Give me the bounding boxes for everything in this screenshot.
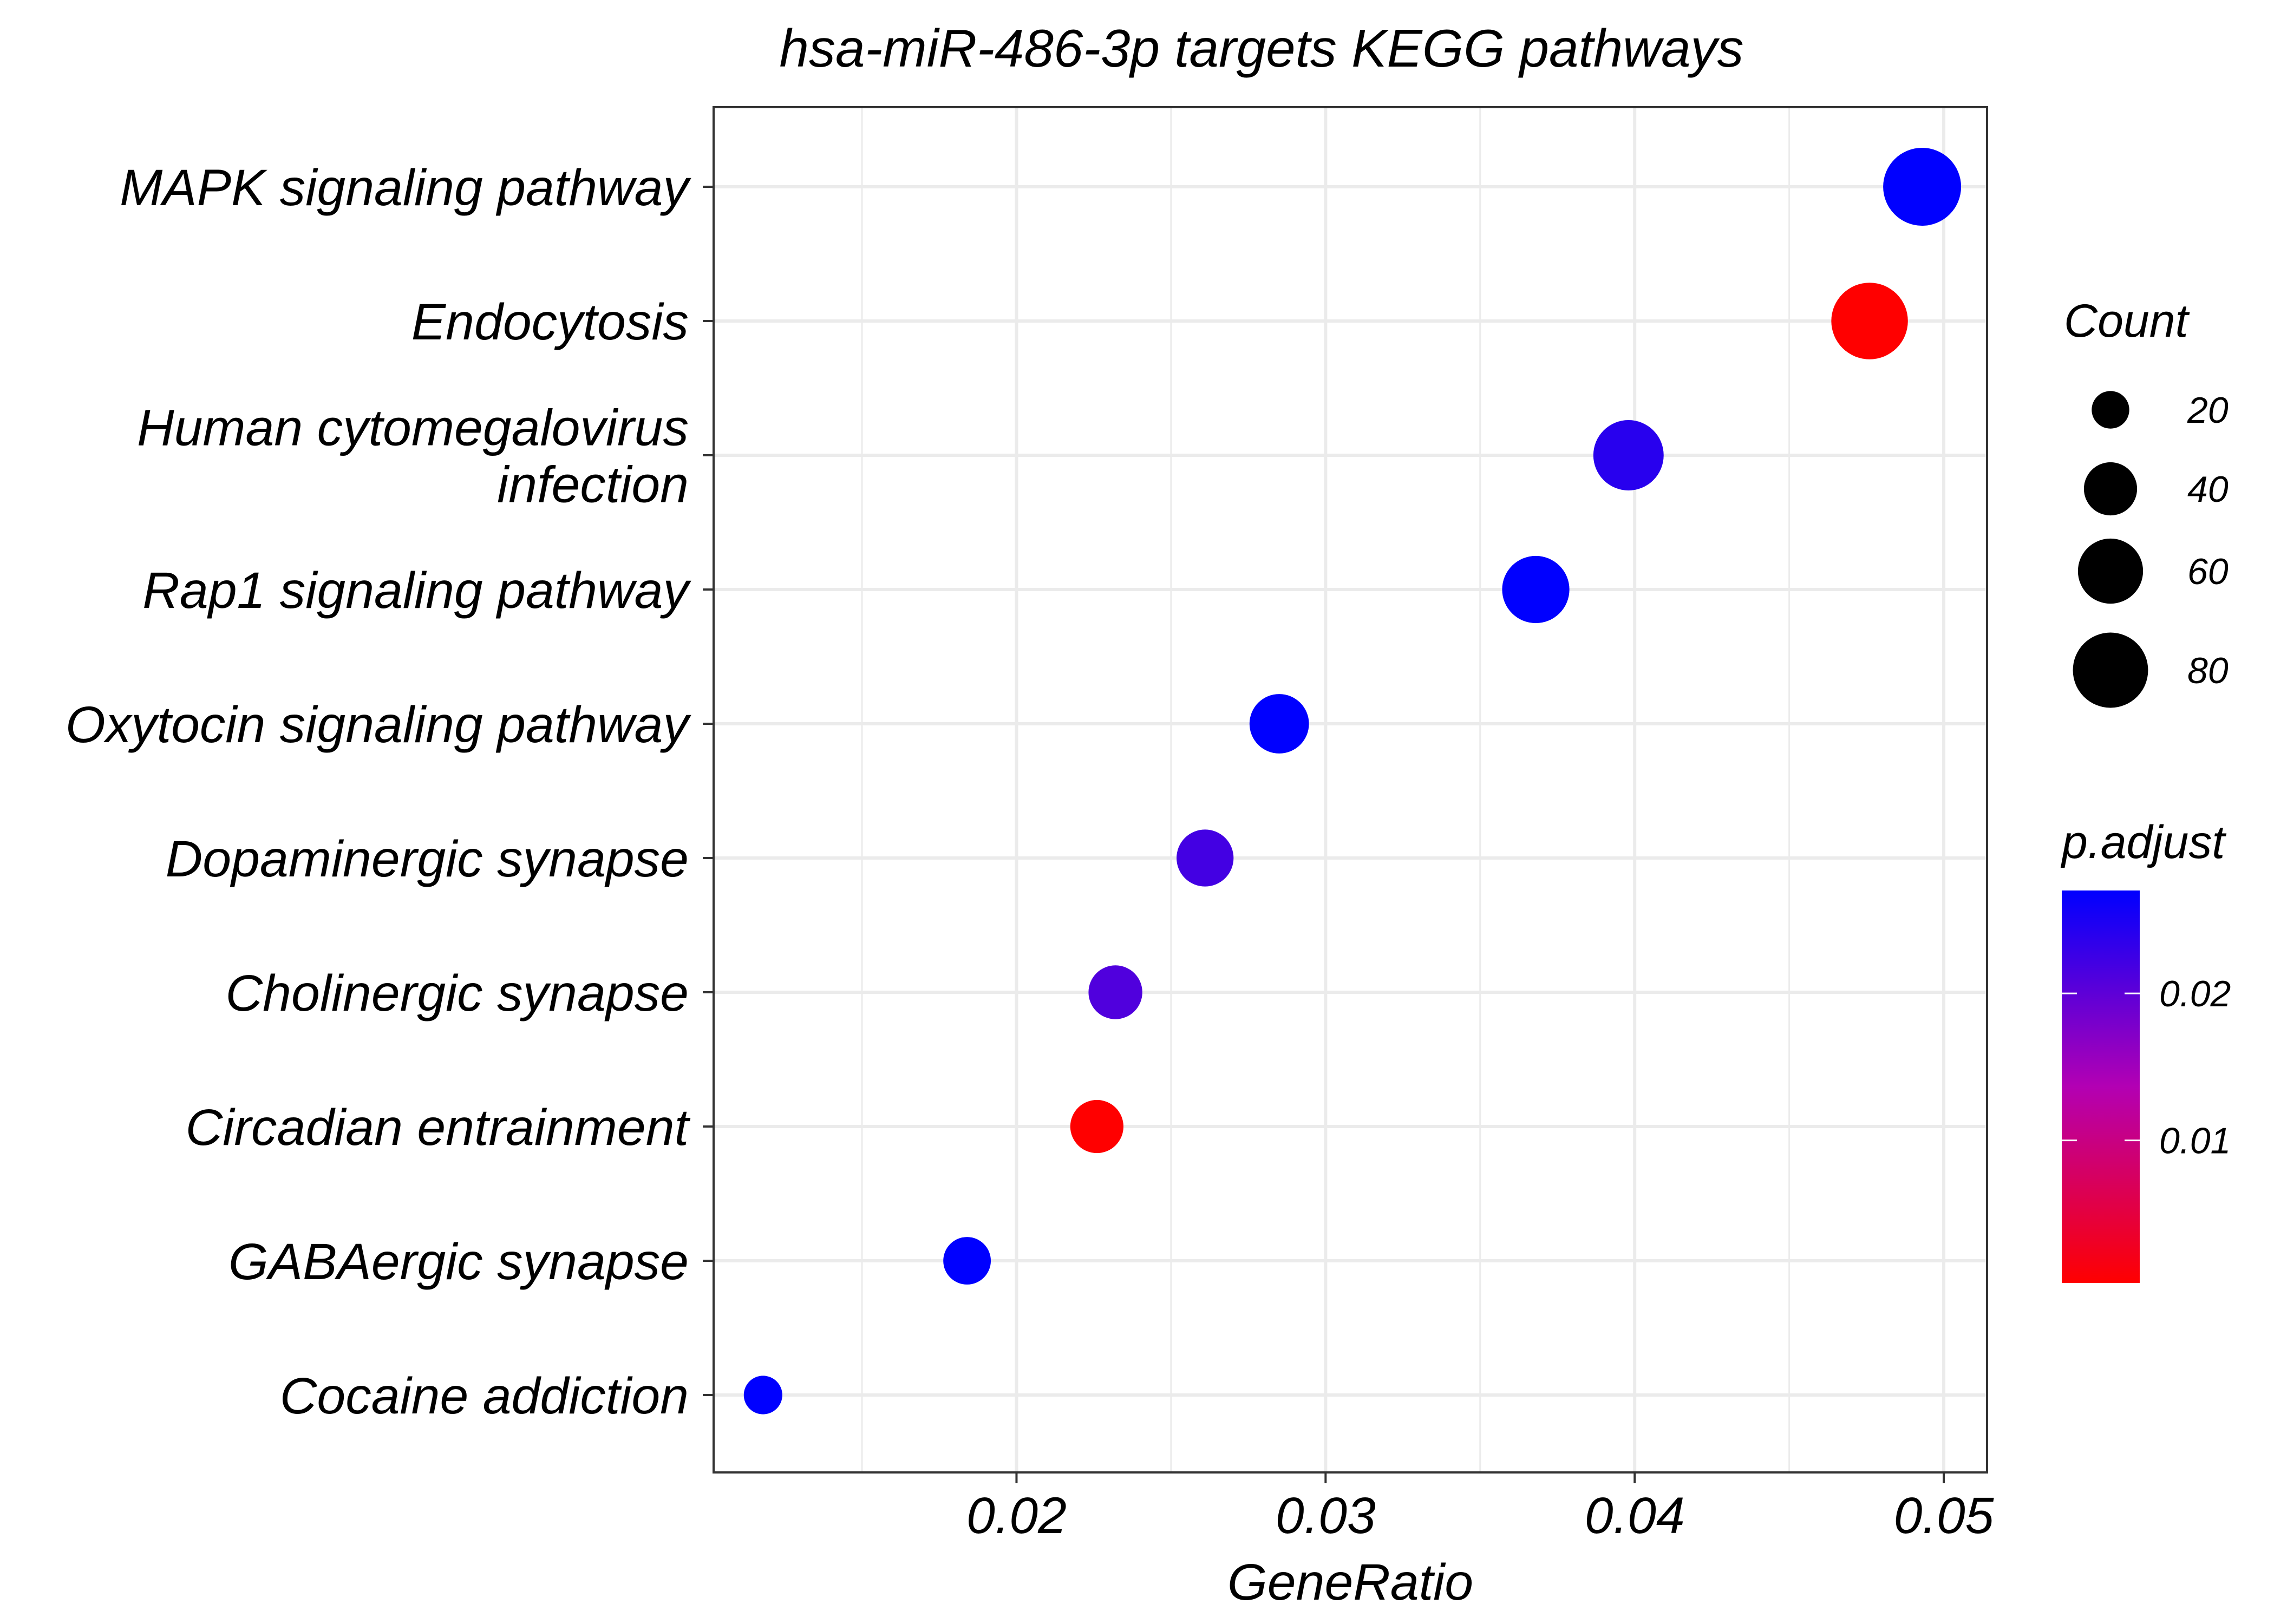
- color-legend-bar: [2062, 890, 2140, 1283]
- data-point: [1070, 1099, 1123, 1154]
- data-point: [943, 1237, 991, 1285]
- size-legend-label: 40: [2187, 469, 2229, 510]
- size-legend-label: 80: [2187, 650, 2229, 691]
- y-tick-label: Human cytomegalovirus: [137, 400, 689, 457]
- x-axis: 0.02 0.03 0.04 0.05: [966, 1472, 1995, 1544]
- plot-panel-border: [713, 106, 1988, 1474]
- size-legend-key: [2077, 538, 2144, 604]
- data-points: [743, 148, 1962, 1415]
- y-tick-label: Dopaminergic synapse: [166, 830, 689, 888]
- y-tick-label: MAPK signaling pathway: [120, 159, 691, 217]
- size-legend: Count 20 40 60 80: [2064, 295, 2229, 708]
- size-legend-key: [2083, 462, 2138, 516]
- y-tick-label: infection: [497, 456, 689, 514]
- color-legend-label: 0.02: [2159, 973, 2231, 1014]
- size-legend-label: 60: [2187, 551, 2229, 592]
- size-legend-title: Count: [2064, 295, 2190, 347]
- data-point: [1831, 283, 1908, 359]
- color-legend-title: p.adjust: [2060, 816, 2226, 868]
- data-point: [1502, 555, 1570, 624]
- x-tick-label: 0.04: [1585, 1487, 1685, 1544]
- color-legend-label: 0.01: [2159, 1121, 2231, 1162]
- size-legend-label: 20: [2187, 390, 2229, 431]
- y-tick-label: Oxytocin signaling pathway: [66, 696, 692, 754]
- x-axis-title: GeneRatio: [1227, 1554, 1473, 1611]
- data-point: [1883, 148, 1962, 226]
- size-legend-key: [2073, 632, 2148, 708]
- size-legend-key: [2092, 391, 2129, 429]
- y-tick-label: Rap1 signaling pathway: [142, 562, 691, 619]
- grid: [714, 107, 1987, 1472]
- x-tick-label: 0.03: [1276, 1487, 1376, 1544]
- color-legend: p.adjust 0.01 0.02: [2060, 816, 2231, 1283]
- y-tick-label: GABAergic synapse: [228, 1233, 689, 1291]
- y-tick-label: Cholinergic synapse: [226, 965, 689, 1022]
- x-tick-label: 0.02: [966, 1487, 1067, 1544]
- data-point: [1249, 694, 1309, 754]
- data-point: [1088, 965, 1142, 1019]
- data-point: [743, 1376, 782, 1415]
- data-point: [1177, 829, 1234, 887]
- y-tick-label: Cocaine addiction: [280, 1367, 689, 1425]
- y-tick-label: Endocytosis: [411, 293, 689, 351]
- y-tick-label: Circadian entrainment: [186, 1099, 691, 1156]
- y-axis: MAPK signaling pathway Endocytosis Human c…: [66, 159, 714, 1425]
- data-point: [1593, 420, 1664, 490]
- chart-title: hsa-miR-486-3p targets KEGG pathways: [779, 18, 1743, 78]
- x-tick-label: 0.05: [1894, 1487, 1995, 1544]
